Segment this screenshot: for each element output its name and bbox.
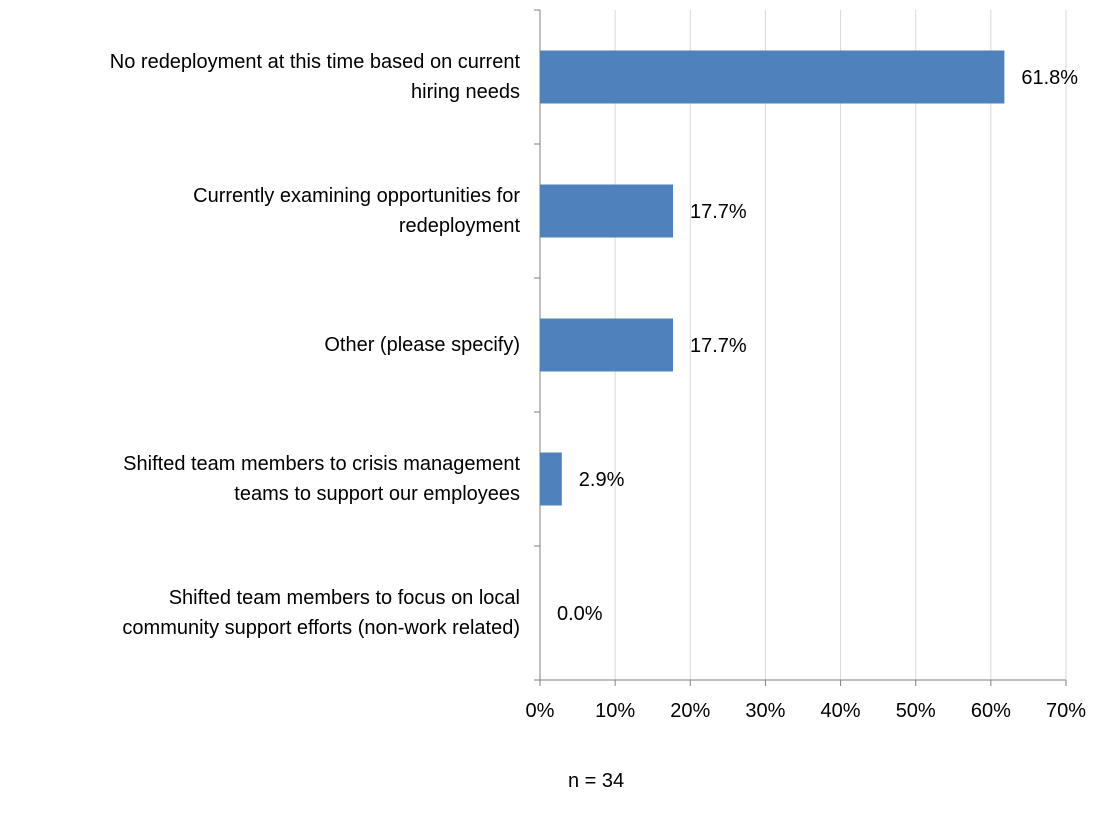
x-tick-label: 50% <box>896 700 936 722</box>
data-label: 0.0% <box>557 603 603 625</box>
category-label-line: redeployment <box>398 215 520 237</box>
category-label-line: hiring needs <box>411 81 520 103</box>
data-label: 2.9% <box>579 469 625 491</box>
category-label-line: community support efforts (non-work rela… <box>122 617 520 639</box>
category-label-line: Other (please specify) <box>324 334 520 356</box>
category-label-line: teams to support our employees <box>234 483 520 505</box>
category-label: No redeployment at this time based on cu… <box>0 47 520 107</box>
bar <box>540 318 674 372</box>
category-label-line: Shifted team members to crisis managemen… <box>123 453 520 475</box>
data-label: 61.8% <box>1021 67 1078 89</box>
data-label: 17.7% <box>690 335 747 357</box>
category-label-line: Currently examining opportunities for <box>193 185 520 207</box>
x-tick-label: 0% <box>526 700 555 722</box>
bar <box>540 184 674 238</box>
x-tick-label: 10% <box>595 700 635 722</box>
category-label-line: Shifted team members to focus on local <box>168 587 520 609</box>
category-label: Currently examining opportunities for red… <box>0 181 520 241</box>
bar <box>540 452 562 506</box>
category-label: Shifted team members to crisis managemen… <box>0 449 520 509</box>
x-tick-label: 20% <box>670 700 710 722</box>
data-label: 17.7% <box>690 201 747 223</box>
x-tick-label: 30% <box>745 700 785 722</box>
category-label-line: No redeployment at this time based on cu… <box>109 51 520 73</box>
sample-size-note: n = 34 <box>568 770 625 792</box>
category-label: Shifted team members to focus on local co… <box>0 583 520 643</box>
x-tick-label: 40% <box>821 700 861 722</box>
x-tick-label: 60% <box>971 700 1011 722</box>
category-label: Other (please specify) <box>0 330 520 360</box>
x-tick-label: 70% <box>1046 700 1086 722</box>
bar <box>540 50 1005 104</box>
